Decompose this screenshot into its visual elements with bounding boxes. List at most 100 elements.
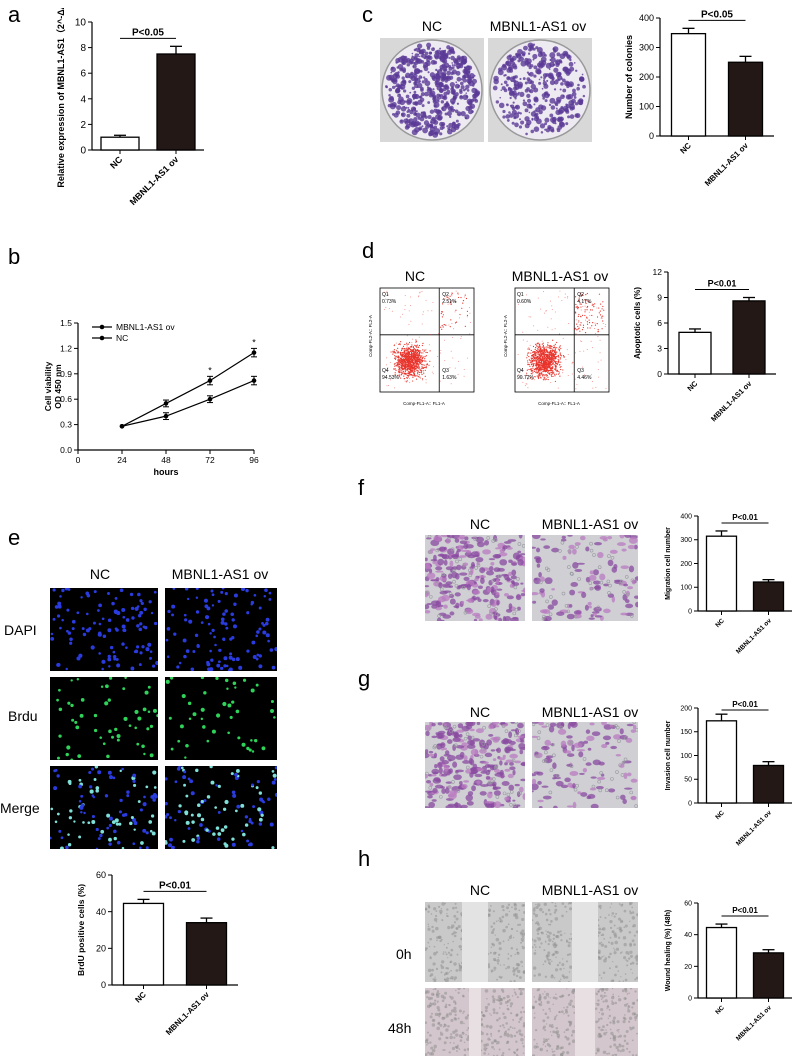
cell-nucleus: [258, 664, 263, 669]
stained-cell: [492, 786, 502, 790]
flow-event: [532, 355, 535, 357]
flow-event: [544, 364, 547, 366]
stained-cell: [461, 725, 470, 732]
stained-cell: [438, 596, 447, 603]
data-point: [163, 413, 169, 419]
flow-event: [416, 352, 419, 354]
flow-event: [415, 345, 417, 347]
cell-nucleus: [248, 819, 252, 824]
colony: [419, 80, 421, 83]
stained-cell: [619, 728, 624, 735]
cell-nucleus: [61, 588, 65, 593]
colony: [412, 107, 417, 111]
colony: [439, 47, 442, 50]
stained-cell: [449, 560, 454, 567]
flow-event: [394, 375, 396, 377]
colony: [507, 76, 510, 80]
flow-event: [577, 322, 579, 324]
flow-event: [421, 358, 423, 360]
cell-texture: [435, 921, 438, 923]
flow-event: [555, 369, 557, 371]
flow-event: [410, 357, 412, 359]
stained-cell: [634, 576, 638, 581]
colony: [533, 65, 538, 70]
membrane-pore: [549, 768, 554, 772]
flow-event: [591, 303, 593, 305]
flow-event: [422, 352, 424, 354]
cell-nucleus: [91, 814, 95, 819]
colony: [413, 72, 417, 75]
flow-event: [421, 359, 423, 361]
stained-cell: [509, 753, 518, 759]
flow-event: [532, 360, 534, 363]
flow-event: [551, 360, 553, 362]
flow-event: [542, 365, 544, 367]
cell-nucleus: [174, 780, 178, 784]
flow-event: [404, 343, 406, 346]
y-tick-label: 50: [684, 777, 692, 784]
cell-nucleus: [220, 666, 224, 671]
cell-nucleus: [54, 768, 58, 772]
flow-event: [556, 347, 558, 349]
flow-event: [407, 372, 409, 374]
stained-cell: [585, 762, 592, 766]
flow-event: [542, 373, 544, 376]
panel-label-b: b: [8, 244, 21, 269]
y-tick-label: 150: [680, 729, 692, 736]
flow-event: [461, 307, 463, 309]
colony: [552, 47, 556, 51]
stained-cell: [519, 747, 525, 751]
cell-texture: [436, 939, 438, 942]
colony: [442, 95, 447, 99]
flow-event: [451, 322, 453, 324]
membrane-pore: [435, 548, 440, 553]
flow-event: [536, 358, 539, 360]
flow-event: [408, 310, 410, 312]
cell-texture: [443, 951, 445, 953]
flow-event: [403, 368, 405, 370]
flow-event: [586, 323, 589, 325]
stained-cell: [498, 552, 508, 557]
stained-cell: [485, 800, 494, 804]
cell-nucleus: [180, 766, 184, 770]
colony: [550, 129, 555, 133]
stained-cell: [582, 767, 588, 773]
flow-event: [550, 354, 552, 356]
cell-nucleus: [112, 650, 116, 654]
cell-nucleus: [70, 758, 74, 760]
flow-event: [530, 360, 532, 362]
flow-event: [405, 360, 407, 362]
stained-cell: [510, 729, 517, 732]
flow-event: [410, 355, 413, 357]
stained-cell: [482, 598, 489, 603]
flow-event: [552, 375, 554, 378]
cell-nucleus: [142, 625, 146, 629]
colony: [556, 117, 562, 122]
flow-event: [410, 320, 412, 322]
flow-event: [589, 314, 591, 316]
cell-nucleus: [149, 650, 153, 654]
cell-nucleus: [140, 841, 144, 845]
stained-cell: [487, 769, 491, 773]
stained-cell: [507, 773, 514, 779]
flow-event: [588, 321, 591, 324]
stained-cell: [452, 737, 461, 743]
cell-nucleus: [98, 631, 102, 635]
flow-event: [532, 365, 535, 367]
flow-event: [426, 351, 428, 354]
stained-cell: [630, 778, 638, 783]
flow-event: [444, 324, 446, 326]
flow-event: [547, 355, 549, 357]
flow-event: [409, 374, 411, 376]
cell-nucleus: [217, 660, 221, 664]
membrane-pore: [465, 765, 470, 770]
colony: [442, 125, 445, 129]
flow-event: [598, 293, 601, 295]
cell-texture: [516, 930, 518, 932]
colony: [517, 48, 523, 55]
cell-nucleus: [195, 588, 199, 591]
cell-nucleus: [235, 657, 240, 662]
flow-event: [445, 324, 447, 326]
cell-nucleus: [80, 811, 83, 814]
colony: [446, 125, 449, 128]
